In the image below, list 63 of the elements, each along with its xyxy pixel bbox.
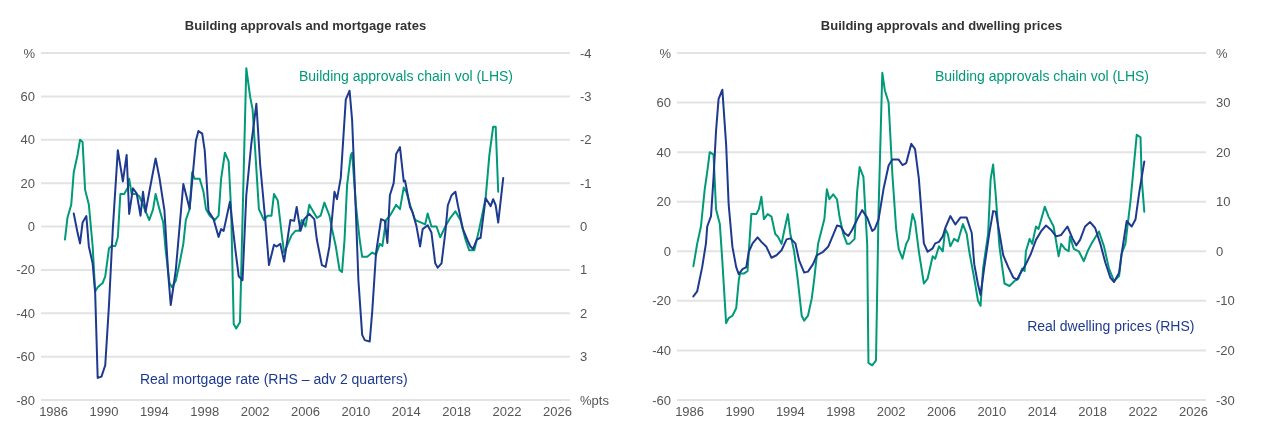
text: Building approvals chain vol (LHS)	[299, 67, 514, 84]
text: Building approvals chain vol (LHS)	[935, 67, 1150, 84]
y-tick-label: -60	[16, 349, 35, 365]
x-tick-label: 1994	[139, 404, 169, 419]
y2-tick-label: -20	[1216, 342, 1235, 358]
y2-tick-label: 2	[580, 305, 588, 321]
x-tick-label: 2006	[291, 404, 320, 419]
x-tick-label: 2026	[542, 404, 572, 419]
x-tick-label: 2022	[492, 404, 522, 419]
y2-tick-label: %	[1216, 45, 1228, 61]
y2-tick-label: 30	[1216, 95, 1231, 111]
x-tick-label: 2022	[1128, 404, 1158, 419]
y-tick-label: 20	[656, 194, 671, 210]
y2-tick-label: -1	[580, 175, 592, 191]
x-tick-label: 2010	[977, 404, 1007, 419]
y-tick-label: -80	[16, 392, 35, 408]
y-tick-label: -20	[652, 293, 671, 309]
x-tick-label: 1990	[725, 404, 755, 419]
y-tick-label: 60	[656, 95, 671, 111]
x-tick-label: 2018	[1078, 404, 1108, 419]
y-tick-label: -40	[652, 342, 671, 358]
y-tick-label: 60	[20, 88, 35, 104]
y-tick-label: -20	[16, 262, 35, 278]
text: Real dwelling prices (RHS)	[1027, 317, 1195, 334]
line-series	[692, 88, 1146, 298]
y2-tick-label: -4	[580, 45, 592, 61]
y-tick-label: 0	[27, 219, 35, 235]
x-tick-label: 2002	[240, 404, 270, 419]
y2-tick-label: -3	[580, 88, 592, 104]
x-tick-label: 1990	[89, 404, 119, 419]
y2-tick-label: 0	[1216, 243, 1224, 259]
y2-tick-label: 10	[1216, 194, 1231, 210]
y-tick-label: %	[659, 45, 672, 61]
y2-tick-label: -2	[580, 132, 592, 148]
y2-tick-label: %pts	[580, 392, 610, 408]
y-tick-label: 40	[20, 132, 35, 148]
x-tick-label: 1994	[775, 404, 805, 419]
y2-tick-label: 0	[580, 219, 588, 235]
chart-title: Building approvals and dwelling prices	[820, 18, 1063, 33]
y-tick-label: -60	[652, 392, 671, 408]
x-tick-label: 2002	[876, 404, 906, 419]
y-tick-label: %	[23, 45, 36, 61]
y2-tick-label: 3	[580, 349, 588, 365]
x-tick-label: 2018	[442, 404, 472, 419]
y2-tick-label: 20	[1216, 144, 1231, 160]
x-tick-label: 2006	[927, 404, 956, 419]
y2-tick-label: 1	[580, 262, 588, 278]
y-tick-label: -40	[16, 305, 35, 321]
x-tick-label: 2014	[391, 404, 421, 419]
chart-title: Building approvals and mortgage rates	[184, 18, 427, 33]
x-tick-label: 2010	[341, 404, 371, 419]
x-tick-label: 2026	[1178, 404, 1208, 419]
text: Real mortgage rate (RHS – adv 2 quarters)	[139, 371, 408, 388]
x-tick-label: 1998	[190, 404, 220, 419]
y-tick-label: 0	[663, 243, 671, 259]
x-tick-label: 2014	[1027, 404, 1057, 419]
x-tick-label: 1986	[675, 404, 705, 419]
x-tick-label: 1986	[39, 404, 69, 419]
y-tick-label: 20	[20, 175, 35, 191]
y2-tick-label: -30	[1216, 392, 1235, 408]
y2-tick-label: -10	[1216, 293, 1235, 309]
x-tick-label: 1998	[826, 404, 856, 419]
y-tick-label: 40	[656, 144, 671, 160]
